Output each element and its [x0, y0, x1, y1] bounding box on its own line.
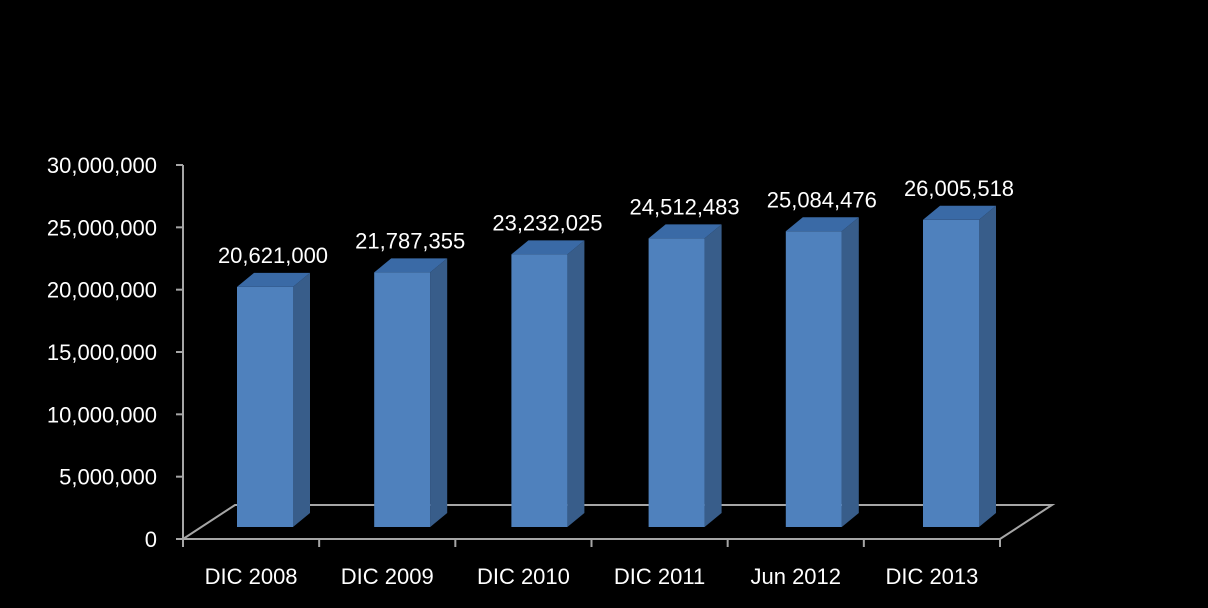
bar-top-face [648, 224, 722, 239]
y-tick-label: 10,000,000 [47, 402, 157, 427]
bar-side-face [841, 217, 859, 527]
bar-top-face [511, 240, 585, 255]
bar-side-face [704, 224, 722, 527]
bar-front-face [923, 219, 979, 527]
y-tick-label: 20,000,000 [47, 278, 157, 303]
x-tick-label: DIC 2008 [205, 564, 298, 589]
y-tick-label: 30,000,000 [47, 153, 157, 178]
x-tick-label: DIC 2009 [341, 564, 434, 589]
bars-group [237, 205, 996, 527]
data-labels-group: 20,621,000 21,787,355 23,232,025 24,512,483… [218, 176, 1014, 268]
bar-side-face [430, 258, 448, 527]
bar-front-face [785, 231, 842, 527]
x-tick-label: DIC 2013 [885, 564, 978, 589]
data-label: 23,232,025 [492, 210, 602, 235]
y-axis: 0 5,000,000 10,000,000 15,000,000 20,000,000… [47, 153, 184, 552]
x-tick-label: DIC 2011 [614, 564, 705, 589]
bar-top-face [237, 272, 310, 287]
data-label: 24,512,483 [630, 194, 740, 219]
x-tick-label: DIC 2010 [477, 564, 570, 589]
bar-side-face [567, 240, 585, 527]
bar-front-face [237, 286, 293, 527]
bar-front-face [374, 272, 431, 527]
bar-top-face [785, 217, 859, 232]
data-label: 21,787,355 [355, 228, 465, 253]
x-axis: DIC 2008 DIC 2009 DIC 2010 DIC 2011 Jun 2012… [182, 539, 1001, 589]
chart-floor [179, 504, 1056, 540]
bar [648, 224, 722, 527]
bar-side-face [293, 272, 310, 527]
bar-front-face [648, 238, 705, 527]
y-tick-label: 15,000,000 [47, 340, 157, 365]
bar [511, 240, 585, 527]
x-tick-label: Jun 2012 [750, 564, 841, 589]
bar [374, 258, 448, 527]
y-tick-label: 5,000,000 [59, 465, 157, 490]
data-label: 26,005,518 [904, 176, 1014, 201]
bar-side-face [979, 205, 996, 527]
bar-top-face [923, 205, 996, 220]
data-label: 20,621,000 [218, 243, 328, 268]
chart-floor-outline [179, 504, 1056, 540]
data-label: 25,084,476 [767, 187, 877, 212]
bar-top-face [374, 258, 448, 273]
y-tick-label: 25,000,000 [47, 215, 157, 240]
y-tick-label: 0 [145, 527, 157, 552]
bar [785, 217, 859, 527]
bar-front-face [511, 254, 568, 527]
bar [923, 205, 996, 527]
bar [237, 272, 310, 527]
